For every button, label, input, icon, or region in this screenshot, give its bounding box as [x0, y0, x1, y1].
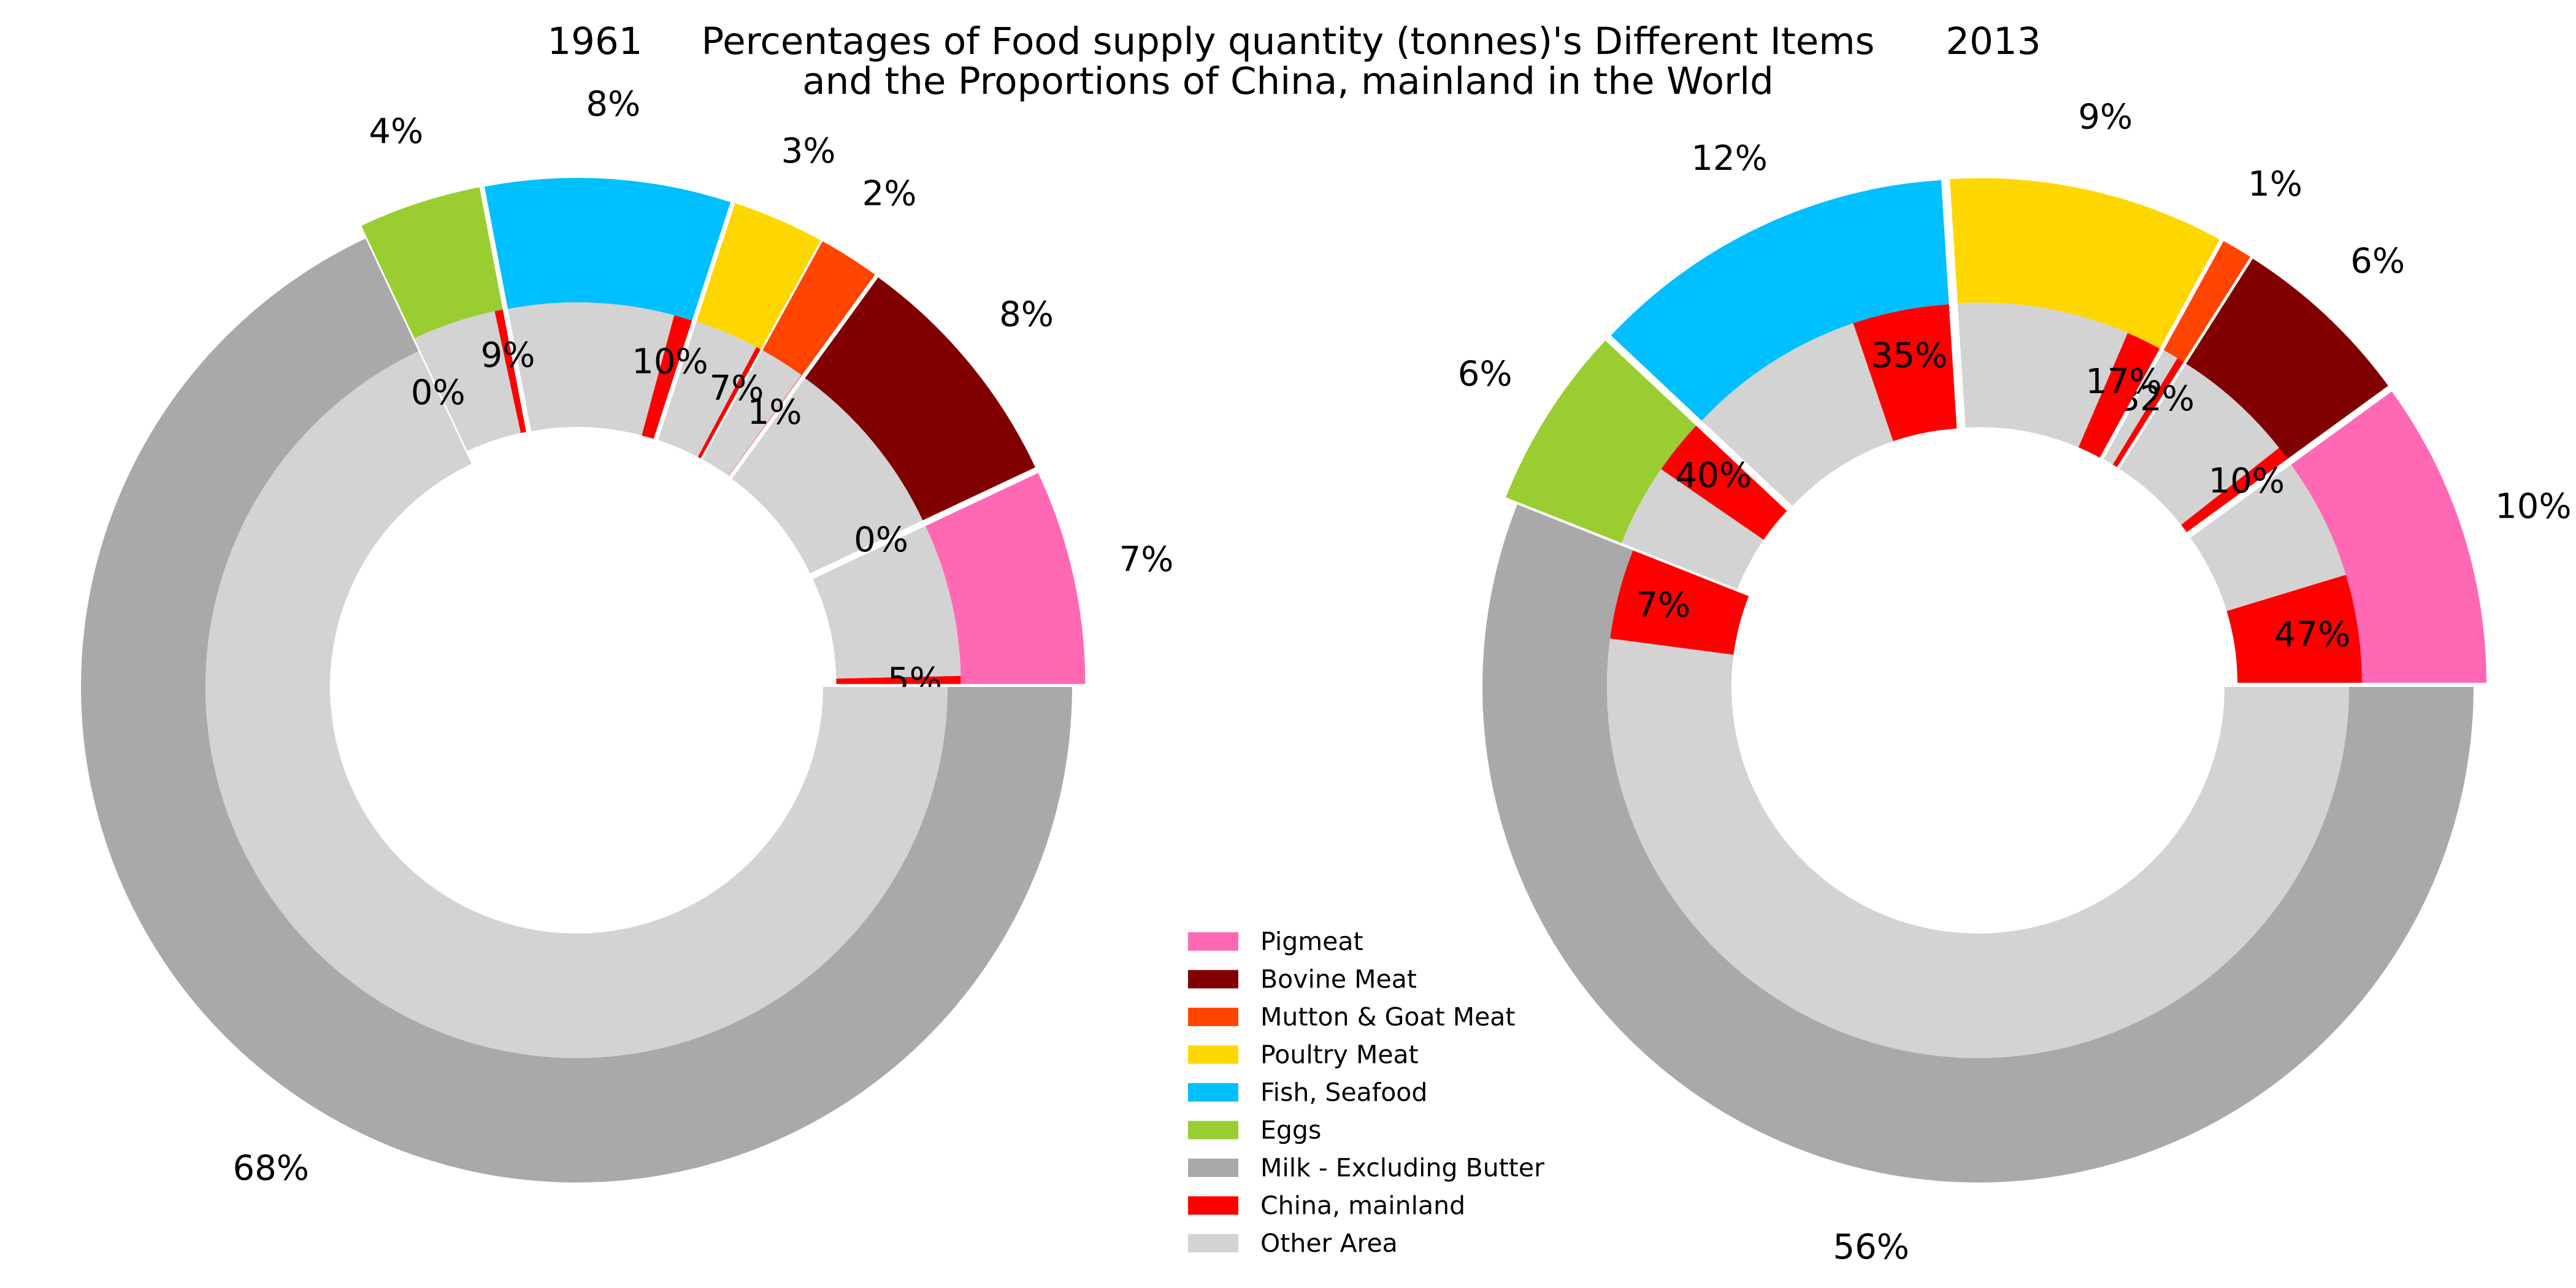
chart-title-line-2: and the Proportions of China, mainland i… — [802, 59, 1774, 103]
china-label-poultry-meat-2013: 17% — [2085, 362, 2161, 402]
china-label-mutton-and-goat-meat-1961: 1% — [748, 393, 802, 432]
legend-swatch-fish-seafood — [1188, 1083, 1238, 1102]
legend-swatch-pigmeat — [1188, 932, 1238, 951]
inner-wedge-other-poultry-meat-1961 — [657, 321, 757, 458]
outer-label-pigmeat-2013: 10% — [2495, 486, 2571, 526]
legend-label-china-mainland: China, mainland — [1260, 1191, 1465, 1221]
inner-wedge-china-bovine-meat-2013 — [2181, 448, 2288, 532]
outer-label-bovine-meat-2013: 6% — [2350, 242, 2405, 282]
chart-title: Percentages of Food supply quantity (ton… — [702, 20, 1875, 103]
legend-label-other-area: Other Area — [1260, 1229, 1398, 1258]
outer-label-pigmeat-1961: 7% — [1119, 540, 1174, 580]
inner-wedge-other-milk-excluding-butter-2013 — [1606, 638, 2349, 1059]
outer-wedge-bovine-meat-2013 — [2186, 258, 2388, 459]
outer-wedge-bovine-meat-1961 — [805, 277, 1036, 521]
outer-label-fish-seafood-2013: 12% — [1691, 139, 1767, 178]
china-label-milk-excluding-butter-2013: 7% — [1636, 585, 1691, 625]
outer-label-mutton-and-goat-meat-2013: 1% — [2248, 164, 2302, 204]
outer-label-fish-seafood-1961: 8% — [586, 84, 640, 124]
legend-swatch-bovine-meat — [1188, 970, 1238, 989]
inner-wedge-other-bovine-meat-2013 — [2119, 364, 2279, 525]
legend-swatch-eggs — [1188, 1121, 1238, 1140]
china-label-fish-seafood-1961: 10% — [632, 342, 708, 382]
inner-wedge-other-milk-excluding-butter-1961 — [205, 351, 948, 1059]
donut-charts: 19617%5%8%0%2%1%3%7%8%10%4%9%68%0%201310… — [80, 20, 2572, 1267]
china-label-bovine-meat-2013: 10% — [2209, 461, 2285, 501]
outer-label-poultry-meat-1961: 3% — [781, 131, 836, 171]
china-label-fish-seafood-2013: 35% — [1871, 336, 1947, 376]
inner-wedge-other-mutton-and-goat-meat-1961 — [702, 350, 802, 476]
legend-label-mutton-and-goat-meat: Mutton & Goat Meat — [1260, 1002, 1516, 1032]
inner-wedge-other-bovine-meat-1961 — [732, 378, 923, 573]
inner-wedge-china-eggs-1961 — [494, 309, 526, 434]
outer-wedge-fish-seafood-2013 — [1611, 180, 1949, 421]
legend-swatch-milk-excluding-butter — [1188, 1159, 1238, 1177]
outer-wedge-poultry-meat-1961 — [696, 203, 821, 350]
outer-label-mutton-and-goat-meat-1961: 2% — [862, 174, 917, 214]
inner-wedge-other-eggs-2013 — [1621, 469, 1764, 589]
outer-label-eggs-1961: 4% — [369, 112, 423, 151]
donut-2013: 201310%47%6%10%1%32%9%17%12%35%6%40%56%7… — [1458, 20, 2572, 1267]
outer-wedge-mutton-and-goat-meat-2013 — [2163, 241, 2251, 362]
year-title-1961: 1961 — [547, 20, 642, 63]
inner-wedge-other-eggs-1961 — [414, 311, 521, 451]
inner-wedge-china-fish-seafood-1961 — [642, 315, 692, 439]
inner-wedge-other-poultry-meat-2013 — [1957, 302, 2128, 448]
legend: Pigmeat Bovine Meat Mutton & Goat Meat Poul… — [1188, 927, 1544, 1258]
outer-wedge-milk-excluding-butter-2013 — [1482, 504, 2474, 1183]
inner-wedge-china-mutton-and-goat-meat-1961 — [728, 375, 802, 477]
outer-wedge-fish-seafood-1961 — [484, 178, 731, 321]
legend-swatch-mutton-and-goat-meat — [1188, 1008, 1238, 1026]
outer-wedge-mutton-and-goat-meat-1961 — [762, 241, 875, 375]
legend-label-fish-seafood: Fish, Seafood — [1260, 1078, 1427, 1107]
outer-wedge-eggs-1961 — [361, 187, 503, 339]
outer-wedge-pigmeat-2013 — [2291, 391, 2486, 683]
legend-label-pigmeat: Pigmeat — [1260, 927, 1363, 956]
inner-wedge-other-mutton-and-goat-meat-2013 — [2103, 350, 2178, 465]
inner-wedge-china-milk-excluding-butter-2013 — [1610, 550, 1749, 655]
outer-label-milk-excluding-butter-1961: 68% — [232, 1149, 309, 1189]
inner-wedge-china-fish-seafood-2013 — [1853, 304, 1957, 442]
outer-label-eggs-2013: 6% — [1458, 354, 1512, 394]
outer-wedge-eggs-2013 — [1506, 340, 1696, 543]
inner-wedge-china-mutton-and-goat-meat-2013 — [2112, 358, 2184, 467]
china-label-pigmeat-2013: 47% — [2274, 615, 2350, 655]
legend-label-poultry-meat: Poultry Meat — [1260, 1040, 1419, 1070]
inner-wedge-other-pigmeat-2013 — [2190, 464, 2346, 611]
outer-wedge-pigmeat-1961 — [925, 473, 1086, 684]
legend-swatch-china-mainland — [1188, 1196, 1238, 1215]
inner-wedge-china-pigmeat-1961 — [836, 675, 961, 684]
chart-title-line-1: Percentages of Food supply quantity (ton… — [702, 20, 1875, 63]
china-label-bovine-meat-1961: 0% — [854, 520, 908, 560]
inner-wedge-china-poultry-meat-2013 — [2078, 332, 2160, 458]
legend-swatch-other-area — [1188, 1234, 1238, 1252]
china-label-poultry-meat-1961: 7% — [710, 369, 764, 408]
inner-wedge-other-pigmeat-1961 — [813, 526, 961, 679]
inner-wedge-china-pigmeat-2013 — [2226, 575, 2362, 683]
legend-label-milk-excluding-butter: Milk - Excluding Butter — [1260, 1153, 1544, 1183]
inner-wedge-other-fish-seafood-2013 — [1701, 323, 1893, 506]
china-label-eggs-2013: 40% — [1676, 456, 1752, 496]
inner-wedge-china-eggs-2013 — [1661, 426, 1787, 540]
legend-swatch-poultry-meat — [1188, 1045, 1238, 1064]
outer-label-milk-excluding-butter-2013: 56% — [1833, 1227, 1909, 1267]
china-label-eggs-1961: 9% — [481, 335, 535, 375]
outer-label-poultry-meat-2013: 9% — [2078, 97, 2133, 137]
legend-label-bovine-meat: Bovine Meat — [1260, 965, 1417, 994]
legend-label-eggs: Eggs — [1260, 1116, 1321, 1145]
year-title-2013: 2013 — [1945, 20, 2041, 63]
inner-wedge-china-poultry-meat-1961 — [697, 347, 761, 459]
outer-wedge-poultry-meat-2013 — [1950, 178, 2220, 349]
outer-label-bovine-meat-1961: 8% — [999, 295, 1054, 335]
china-label-milk-excluding-butter-1961: 0% — [411, 373, 466, 413]
inner-wedge-other-fish-seafood-1961 — [508, 302, 675, 435]
